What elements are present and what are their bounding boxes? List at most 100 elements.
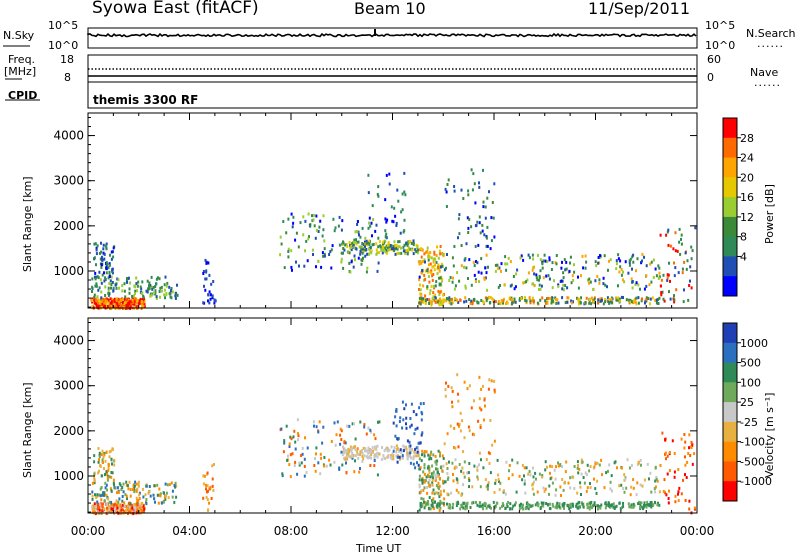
- cpid-panel: [87, 81, 698, 109]
- power-echo: [685, 267, 688, 271]
- power-echo: [364, 240, 367, 244]
- velocity-echo: [432, 453, 435, 457]
- power-echo: [207, 261, 210, 265]
- power-echo: [338, 243, 341, 247]
- velocity-echo: [408, 440, 411, 444]
- velocity-colorbar-tick-label: 25: [740, 396, 754, 409]
- velocity-echo: [115, 508, 118, 512]
- power-echo: [644, 299, 647, 303]
- velocity-echo: [439, 499, 442, 503]
- velocity-echo: [487, 451, 490, 455]
- power-echo: [99, 302, 102, 306]
- power-echo: [437, 301, 440, 305]
- power-echo: [93, 295, 96, 299]
- power-echo: [630, 277, 633, 281]
- velocity-echo: [619, 507, 622, 511]
- velocity-echo: [99, 464, 102, 468]
- velocity-echo: [412, 457, 415, 461]
- power-echo: [307, 212, 310, 216]
- power-echo: [658, 296, 661, 300]
- velocity-echo: [623, 490, 626, 494]
- velocity-echo: [418, 478, 421, 482]
- power-echo: [525, 280, 528, 284]
- power-echo: [417, 248, 419, 252]
- power-echo: [562, 283, 565, 287]
- power-echo: [304, 249, 306, 253]
- power-echo: [423, 252, 426, 256]
- velocity-echo: [456, 422, 459, 426]
- velocity-echo: [431, 502, 434, 506]
- velocity-echo: [108, 455, 111, 459]
- power-echo: [132, 301, 135, 304]
- velocity-echo: [145, 502, 148, 506]
- power-echo: [385, 251, 388, 255]
- velocity-echo: [422, 470, 425, 474]
- velocity-echo: [479, 426, 482, 429]
- power-echo: [428, 280, 431, 284]
- power-echo: [377, 261, 380, 265]
- velocity-echo: [544, 460, 547, 464]
- power-echo: [420, 271, 423, 275]
- velocity-echo: [359, 450, 362, 454]
- power-echo: [606, 296, 609, 300]
- power-echo: [606, 285, 608, 289]
- power-echo: [158, 277, 161, 281]
- velocity-echo: [485, 458, 488, 462]
- velocity-echo: [604, 501, 607, 505]
- velocity-echo: [373, 459, 376, 462]
- velocity-echo: [544, 468, 547, 472]
- power-echo: [418, 301, 421, 305]
- power-echo: [562, 288, 565, 292]
- velocity-echo: [357, 452, 360, 456]
- power-echo: [645, 274, 648, 278]
- power-echo: [474, 201, 477, 205]
- power-echo: [302, 215, 305, 219]
- velocity-echo: [349, 455, 352, 459]
- velocity-echo: [93, 479, 96, 483]
- power-echo: [113, 297, 116, 301]
- power-echo: [435, 299, 438, 303]
- power-echo: [466, 216, 469, 220]
- velocity-echo: [430, 450, 433, 454]
- power-echo: [354, 258, 356, 262]
- velocity-echo: [439, 454, 441, 458]
- velocity-echo: [542, 486, 545, 490]
- power-echo: [428, 302, 431, 305]
- power-echo: [683, 260, 686, 264]
- power-echo: [356, 223, 359, 226]
- velocity-echo: [534, 471, 537, 475]
- velocity-echo: [493, 390, 496, 394]
- velocity-echo: [438, 504, 441, 508]
- velocity-echo: [434, 500, 436, 504]
- velocity-echo: [616, 466, 618, 470]
- power-echo: [485, 244, 488, 248]
- velocity-ytick-label: 4000: [53, 334, 84, 348]
- power-echo: [311, 248, 314, 252]
- power-echo: [573, 270, 576, 274]
- power-colorbar-segment: [723, 157, 737, 178]
- velocity-echo: [416, 426, 419, 430]
- velocity-echo: [401, 454, 404, 458]
- power-echo: [287, 217, 290, 221]
- velocity-echo: [554, 477, 557, 481]
- velocity-echo: [458, 422, 461, 426]
- power-echo: [149, 294, 152, 298]
- velocity-echo: [420, 418, 423, 422]
- power-echo: [464, 296, 467, 300]
- power-echo: [637, 283, 640, 287]
- velocity-echo: [682, 478, 684, 482]
- velocity-echo: [315, 452, 317, 456]
- velocity-echo: [420, 497, 423, 500]
- velocity-echo: [91, 481, 94, 485]
- velocity-echo: [402, 418, 405, 422]
- power-echo: [420, 297, 423, 301]
- power-echo: [593, 297, 596, 301]
- velocity-echo: [317, 430, 320, 434]
- power-echo: [459, 298, 462, 302]
- power-echo: [539, 269, 542, 273]
- freq-unit: [MHz]: [4, 65, 37, 78]
- power-echo: [588, 277, 591, 281]
- power-echo: [358, 233, 360, 237]
- velocity-echo: [312, 420, 315, 424]
- power-echo: [395, 246, 398, 250]
